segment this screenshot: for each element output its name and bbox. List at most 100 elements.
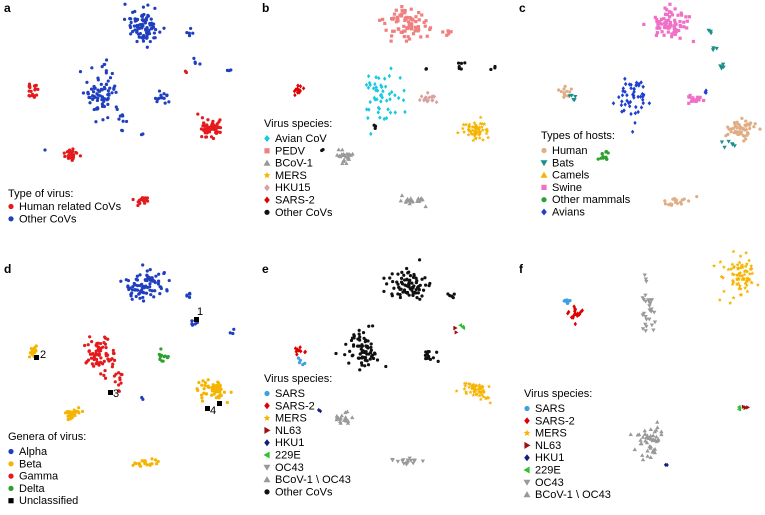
point-b-c5-37 bbox=[470, 128, 475, 133]
point-f-c4-40 bbox=[659, 429, 664, 434]
point-d-c0-55 bbox=[129, 292, 133, 297]
point-c-c5-4 bbox=[559, 89, 563, 94]
point-f-c0-15 bbox=[721, 265, 726, 269]
point-a-c6-40 bbox=[108, 76, 113, 80]
point-e-c0-74 bbox=[390, 294, 394, 298]
point-e-c9-0 bbox=[454, 330, 459, 335]
point-c-c3-1 bbox=[721, 65, 726, 70]
point-e-c2-67 bbox=[334, 351, 338, 356]
point-d-c5-57 bbox=[94, 357, 99, 361]
point-c-c4-34 bbox=[623, 102, 627, 107]
point-b-c0-4 bbox=[417, 10, 421, 15]
point-f-c0-49 bbox=[735, 276, 740, 281]
point-f-c0-75 bbox=[731, 295, 736, 300]
point-b-c1-0 bbox=[445, 33, 449, 37]
point-a-c9-29 bbox=[205, 124, 209, 128]
point-c-c9-41 bbox=[747, 123, 752, 127]
point-c-c0-70 bbox=[662, 25, 667, 30]
point-e-c3-11 bbox=[431, 356, 435, 360]
point-a-c7-2 bbox=[120, 128, 124, 132]
point-b-c3-7 bbox=[301, 86, 306, 91]
point-a-c3-1 bbox=[229, 68, 233, 72]
legend-label-d-1: Beta bbox=[19, 458, 43, 470]
point-e-c6-52 bbox=[471, 382, 476, 387]
point-f-c0-16 bbox=[734, 282, 739, 286]
point-b-c5-31 bbox=[461, 122, 466, 127]
point-c-c9-33 bbox=[733, 123, 737, 128]
panel-label-d: d bbox=[4, 262, 11, 276]
unclassified-marker-4a bbox=[205, 406, 210, 411]
point-f-c0-30 bbox=[712, 263, 717, 268]
point-c-c2-0 bbox=[714, 46, 719, 51]
point-b-c0-24 bbox=[389, 17, 394, 21]
point-a-c9-0 bbox=[196, 112, 200, 116]
legend-marker-f-0 bbox=[524, 405, 530, 412]
point-f-c0-58 bbox=[744, 250, 749, 255]
point-e-c11-1 bbox=[317, 407, 321, 413]
annotation-1: 1 bbox=[197, 306, 203, 318]
point-f-c0-64 bbox=[747, 258, 752, 263]
point-c-c10-5 bbox=[732, 144, 737, 148]
legend-marker-f-2 bbox=[523, 429, 531, 436]
point-b-c8-2 bbox=[459, 61, 464, 65]
point-e-c0-0 bbox=[391, 279, 395, 284]
point-b-c0-79 bbox=[402, 34, 406, 39]
point-b-c0-26 bbox=[408, 16, 412, 20]
point-e-c6-36 bbox=[468, 390, 473, 394]
point-e-c6-50 bbox=[480, 389, 485, 394]
point-b-c6-10 bbox=[340, 147, 345, 152]
legend-label-e-1: SARS-2 bbox=[275, 400, 315, 412]
point-c-c0-66 bbox=[678, 36, 682, 40]
legend-label-b-2: BCoV-1 bbox=[275, 158, 313, 170]
legend-label-f-7: BCoV-1 \ OC43 bbox=[535, 489, 611, 501]
legend-item-b-5: SARS-2 bbox=[264, 195, 315, 207]
point-b-c10-1 bbox=[424, 67, 428, 71]
point-d-c8-58 bbox=[206, 385, 210, 389]
point-d-c1-3 bbox=[188, 291, 192, 295]
point-a-c10-8 bbox=[28, 94, 32, 98]
point-a-c5-6 bbox=[153, 96, 158, 100]
point-c-c4-11 bbox=[636, 109, 640, 115]
point-c-c7-13 bbox=[688, 93, 692, 98]
point-d-c8-59 bbox=[225, 400, 229, 405]
legend-label-e-7: BCoV-1 \ OC43 bbox=[275, 474, 351, 486]
annotation-3: 3 bbox=[113, 388, 119, 400]
point-b-c0-76 bbox=[413, 25, 417, 29]
point-f-c0-36 bbox=[728, 300, 733, 305]
point-c-c9-24 bbox=[731, 126, 735, 131]
point-b-c6-17 bbox=[343, 154, 349, 159]
point-c-c0-33 bbox=[657, 21, 661, 25]
legend-item-e-5: 229E bbox=[263, 450, 301, 462]
point-c-c7-12 bbox=[688, 95, 692, 99]
legend-label-b-0: Avian CoV bbox=[275, 133, 327, 145]
point-e-c0-79 bbox=[411, 290, 415, 295]
point-e-c0-70 bbox=[382, 289, 386, 294]
point-f-c5-3 bbox=[743, 405, 748, 411]
point-c-c0-50 bbox=[655, 20, 659, 24]
legend-item-b-1: PEDV bbox=[264, 145, 306, 157]
point-a-c6-3 bbox=[78, 70, 83, 74]
point-b-c2-0 bbox=[381, 89, 385, 94]
point-e-c2-54 bbox=[360, 343, 364, 347]
point-e-c0-52 bbox=[418, 297, 422, 301]
point-c-c10-2 bbox=[722, 145, 727, 150]
point-a-c0-26 bbox=[133, 28, 137, 32]
point-f-c3-15 bbox=[646, 298, 651, 302]
point-b-c5-45 bbox=[479, 124, 484, 129]
point-a-c5-9 bbox=[163, 101, 167, 105]
point-c-c6-3 bbox=[573, 95, 578, 99]
point-c-c6-4 bbox=[567, 94, 572, 98]
point-e-c0-65 bbox=[410, 281, 414, 285]
point-c-c10-3 bbox=[726, 139, 731, 144]
point-f-c5-0 bbox=[746, 405, 750, 410]
point-d-c9-21 bbox=[64, 411, 68, 415]
point-a-c0-89 bbox=[141, 5, 146, 9]
point-a-c10-15 bbox=[30, 92, 35, 96]
point-c-c3-3 bbox=[718, 64, 723, 69]
point-d-c8-46 bbox=[200, 396, 204, 400]
point-e-c0-14 bbox=[416, 291, 420, 295]
point-f-c3-20 bbox=[641, 311, 647, 316]
legend-marker-e-7 bbox=[263, 476, 271, 483]
point-f-c0-23 bbox=[738, 292, 743, 297]
point-d-c9-13 bbox=[68, 413, 73, 417]
